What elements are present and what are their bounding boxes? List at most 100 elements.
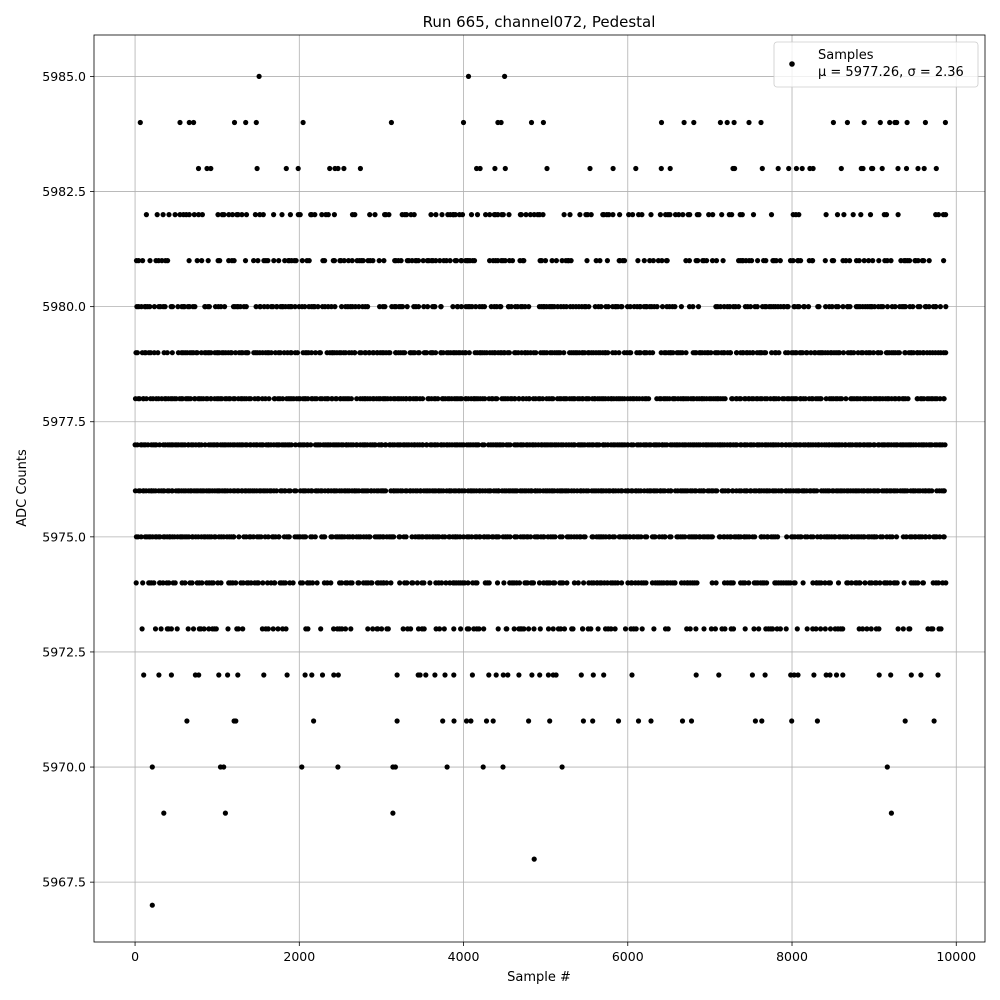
data-point bbox=[857, 580, 863, 586]
data-point bbox=[527, 212, 534, 218]
data-point bbox=[876, 258, 882, 264]
data-point bbox=[894, 119, 900, 126]
data-point bbox=[931, 718, 937, 724]
data-point bbox=[182, 580, 188, 586]
data-point bbox=[506, 212, 512, 218]
data-point bbox=[191, 212, 197, 218]
data-point bbox=[325, 212, 331, 218]
data-point bbox=[926, 258, 932, 264]
data-point bbox=[822, 626, 828, 632]
x-tick-label: 6000 bbox=[612, 949, 644, 964]
data-point bbox=[794, 626, 800, 632]
data-point bbox=[261, 672, 267, 678]
data-point bbox=[756, 626, 762, 632]
data-point bbox=[158, 626, 164, 632]
data-point bbox=[835, 580, 842, 586]
data-point bbox=[329, 534, 335, 540]
data-point bbox=[398, 258, 404, 264]
data-point bbox=[873, 534, 879, 540]
data-point bbox=[225, 626, 231, 632]
data-point bbox=[370, 258, 376, 264]
data-point bbox=[433, 258, 439, 264]
data-point bbox=[494, 396, 500, 402]
data-point bbox=[335, 165, 341, 172]
data-point bbox=[236, 534, 242, 540]
data-point bbox=[561, 212, 567, 218]
data-point bbox=[250, 534, 256, 540]
data-point bbox=[322, 258, 328, 264]
data-point bbox=[597, 258, 603, 264]
data-point bbox=[544, 165, 550, 172]
data-point bbox=[626, 212, 632, 218]
data-point bbox=[438, 304, 444, 310]
data-point bbox=[276, 534, 282, 540]
data-point bbox=[561, 626, 568, 632]
data-point bbox=[877, 119, 883, 126]
data-point bbox=[605, 304, 611, 310]
data-point bbox=[160, 580, 166, 586]
data-point bbox=[277, 350, 283, 356]
data-point bbox=[664, 258, 670, 264]
data-point bbox=[423, 672, 429, 678]
outlier-point bbox=[161, 810, 167, 816]
data-point bbox=[730, 626, 737, 632]
data-point bbox=[414, 580, 420, 586]
data-point bbox=[218, 580, 224, 586]
data-point bbox=[802, 396, 809, 402]
data-point bbox=[185, 626, 191, 632]
data-point bbox=[570, 626, 576, 632]
data-point bbox=[943, 212, 949, 218]
data-point bbox=[822, 258, 828, 264]
data-point bbox=[841, 212, 847, 218]
data-points bbox=[132, 73, 949, 908]
data-point bbox=[148, 350, 154, 356]
data-point bbox=[729, 396, 736, 402]
data-point bbox=[294, 350, 301, 356]
data-point bbox=[271, 212, 277, 218]
y-tick-label: 5980.0 bbox=[42, 299, 86, 314]
data-point bbox=[536, 580, 543, 586]
data-point bbox=[810, 534, 816, 540]
data-point bbox=[810, 258, 816, 264]
data-point bbox=[708, 626, 715, 632]
data-point bbox=[870, 350, 877, 356]
data-point bbox=[644, 534, 650, 540]
data-point bbox=[550, 626, 556, 632]
outlier-point bbox=[465, 73, 472, 79]
data-point bbox=[871, 442, 878, 448]
data-point bbox=[420, 442, 426, 448]
data-point bbox=[770, 626, 776, 632]
data-point bbox=[545, 626, 552, 632]
data-point bbox=[521, 258, 527, 264]
data-point bbox=[537, 672, 543, 678]
data-point bbox=[763, 350, 769, 356]
data-point bbox=[265, 304, 271, 310]
data-point bbox=[483, 212, 489, 218]
data-point bbox=[915, 258, 921, 264]
data-point bbox=[694, 580, 700, 586]
data-point bbox=[463, 350, 469, 356]
data-point bbox=[910, 304, 916, 310]
data-point bbox=[860, 626, 866, 632]
data-point bbox=[610, 165, 616, 172]
data-point bbox=[421, 304, 427, 310]
data-point bbox=[166, 580, 172, 586]
data-point bbox=[672, 580, 678, 586]
data-point bbox=[667, 212, 673, 218]
data-point bbox=[415, 626, 422, 632]
data-point bbox=[463, 718, 470, 724]
data-point bbox=[662, 534, 668, 540]
data-point bbox=[843, 396, 849, 402]
y-tick-label: 5982.5 bbox=[42, 184, 86, 199]
data-point bbox=[943, 350, 949, 356]
axis-ticks: 0 2000 4000 6000 8000 10000 5967.5 5970.0 5972.5… bbox=[42, 69, 976, 964]
data-point bbox=[688, 718, 695, 724]
data-point bbox=[461, 534, 467, 540]
data-point bbox=[585, 488, 591, 494]
data-point bbox=[442, 672, 448, 678]
data-point bbox=[799, 165, 805, 172]
data-point bbox=[319, 212, 325, 218]
x-tick-label: 2000 bbox=[283, 949, 315, 964]
data-point bbox=[605, 350, 611, 356]
data-point bbox=[300, 119, 306, 126]
